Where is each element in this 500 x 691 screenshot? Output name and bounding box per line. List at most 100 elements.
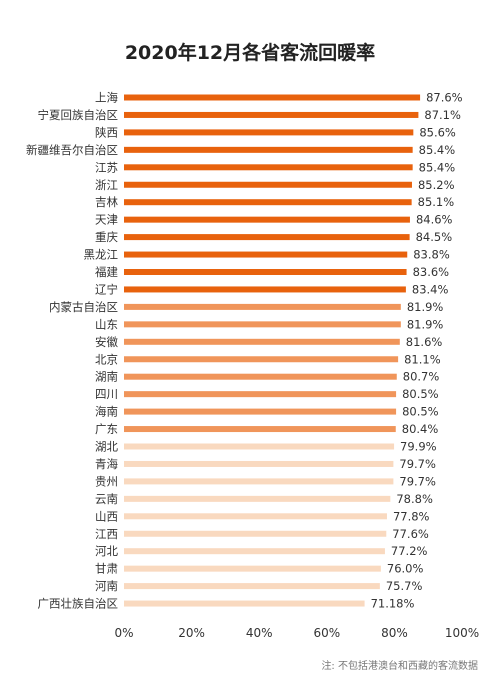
bar bbox=[124, 513, 387, 520]
value-label: 83.4% bbox=[412, 282, 449, 296]
category-label: 四川 bbox=[95, 387, 118, 401]
category-label: 陕西 bbox=[95, 125, 118, 139]
value-label: 87.6% bbox=[426, 91, 463, 105]
category-label: 广西壮族自治区 bbox=[38, 597, 119, 611]
bar bbox=[124, 583, 380, 590]
category-label: 福建 bbox=[95, 265, 118, 279]
category-label: 重庆 bbox=[95, 230, 118, 244]
category-label: 湖北 bbox=[95, 440, 118, 454]
bar bbox=[124, 199, 412, 206]
value-label: 81.1% bbox=[404, 352, 441, 366]
x-tick-label: 40% bbox=[246, 626, 273, 640]
bar bbox=[124, 94, 421, 101]
x-tick-label: 0% bbox=[114, 626, 133, 640]
value-label: 77.6% bbox=[392, 527, 429, 541]
value-label: 87.1% bbox=[424, 108, 461, 122]
category-label: 湖南 bbox=[95, 370, 118, 384]
value-label: 83.8% bbox=[413, 248, 450, 262]
value-label: 71.18% bbox=[371, 597, 415, 611]
category-label: 宁夏回族自治区 bbox=[38, 108, 119, 122]
bar bbox=[124, 478, 394, 485]
value-label: 79.9% bbox=[400, 440, 437, 454]
bar bbox=[124, 460, 394, 467]
category-label: 甘肃 bbox=[95, 562, 118, 576]
x-tick-label: 100% bbox=[445, 626, 479, 640]
x-tick-label: 80% bbox=[381, 626, 408, 640]
bar bbox=[124, 600, 365, 607]
category-labels: 上海宁夏回族自治区陕西新疆维吾尔自治区江苏浙江吉林天津重庆黑龙江福建辽宁内蒙古自… bbox=[26, 91, 118, 611]
value-label: 78.8% bbox=[396, 492, 433, 506]
bar bbox=[124, 321, 401, 328]
bar bbox=[124, 565, 381, 572]
bar bbox=[124, 391, 397, 398]
x-tick-label: 60% bbox=[313, 626, 340, 640]
value-label: 80.4% bbox=[402, 422, 439, 436]
value-label: 80.7% bbox=[403, 370, 440, 384]
chart-title: 2020年12月各省客流回暖率 bbox=[124, 42, 376, 64]
x-axis-ticks: 0% 20% 40% 60% 80% 100% bbox=[114, 626, 479, 640]
category-label: 广东 bbox=[95, 422, 118, 436]
value-label: 85.4% bbox=[419, 160, 456, 174]
x-tick-label: 20% bbox=[178, 626, 205, 640]
category-label: 内蒙古自治区 bbox=[49, 300, 118, 314]
bar bbox=[124, 495, 391, 502]
category-label: 辽宁 bbox=[95, 282, 118, 296]
category-label: 山东 bbox=[95, 317, 118, 331]
category-label: 北京 bbox=[95, 352, 118, 366]
value-label: 80.5% bbox=[402, 387, 439, 401]
value-label: 84.6% bbox=[416, 213, 453, 227]
category-label: 贵州 bbox=[95, 474, 118, 488]
bar bbox=[124, 251, 408, 258]
category-label: 上海 bbox=[95, 91, 118, 105]
value-label: 81.6% bbox=[406, 335, 443, 349]
value-label: 80.5% bbox=[402, 405, 439, 419]
value-label: 79.7% bbox=[399, 457, 436, 471]
value-label: 77.2% bbox=[391, 544, 428, 558]
value-label: 79.7% bbox=[399, 474, 436, 488]
bar bbox=[124, 269, 407, 275]
category-label: 江苏 bbox=[95, 160, 118, 174]
category-label: 黑龙江 bbox=[84, 248, 119, 262]
value-labels: 87.6% 87.1% 85.6% 85.4% 85.4% 85.2% 85.1% 84.6%… bbox=[371, 91, 463, 611]
bar bbox=[124, 356, 399, 363]
category-label: 浙江 bbox=[95, 178, 118, 192]
bar bbox=[124, 408, 397, 415]
footnote: 注: 不包括港澳台和西藏的客流数据 bbox=[321, 661, 478, 672]
bar bbox=[124, 530, 387, 537]
value-label: 75.7% bbox=[386, 579, 423, 593]
bar bbox=[124, 181, 412, 188]
value-label: 77.8% bbox=[393, 509, 430, 523]
category-label: 河南 bbox=[95, 579, 118, 593]
value-label: 84.5% bbox=[416, 230, 453, 244]
category-label: 河北 bbox=[95, 544, 118, 558]
bar bbox=[124, 146, 413, 153]
bar bbox=[124, 426, 396, 433]
bar bbox=[124, 443, 395, 450]
bar bbox=[124, 303, 401, 310]
bar bbox=[124, 129, 414, 136]
value-label: 81.9% bbox=[407, 317, 444, 331]
bar bbox=[124, 373, 397, 380]
category-label: 天津 bbox=[95, 213, 118, 227]
bar bbox=[124, 548, 385, 555]
bar bbox=[124, 286, 406, 293]
category-label: 青海 bbox=[95, 457, 118, 471]
value-label: 83.6% bbox=[413, 265, 450, 279]
category-label: 安徽 bbox=[95, 335, 118, 349]
category-label: 吉林 bbox=[95, 195, 118, 209]
category-label: 江西 bbox=[95, 527, 118, 541]
value-label: 85.6% bbox=[419, 125, 456, 139]
value-label: 85.1% bbox=[418, 195, 455, 209]
bar bbox=[124, 234, 410, 241]
value-label: 85.4% bbox=[419, 143, 456, 157]
category-label: 海南 bbox=[95, 405, 118, 419]
value-label: 81.9% bbox=[407, 300, 444, 314]
bars-group bbox=[124, 94, 421, 607]
bar bbox=[124, 216, 410, 223]
bar bbox=[124, 111, 419, 118]
category-label: 云南 bbox=[95, 492, 118, 506]
value-label: 76.0% bbox=[387, 562, 424, 576]
value-label: 85.2% bbox=[418, 178, 455, 192]
bar bbox=[124, 164, 413, 171]
